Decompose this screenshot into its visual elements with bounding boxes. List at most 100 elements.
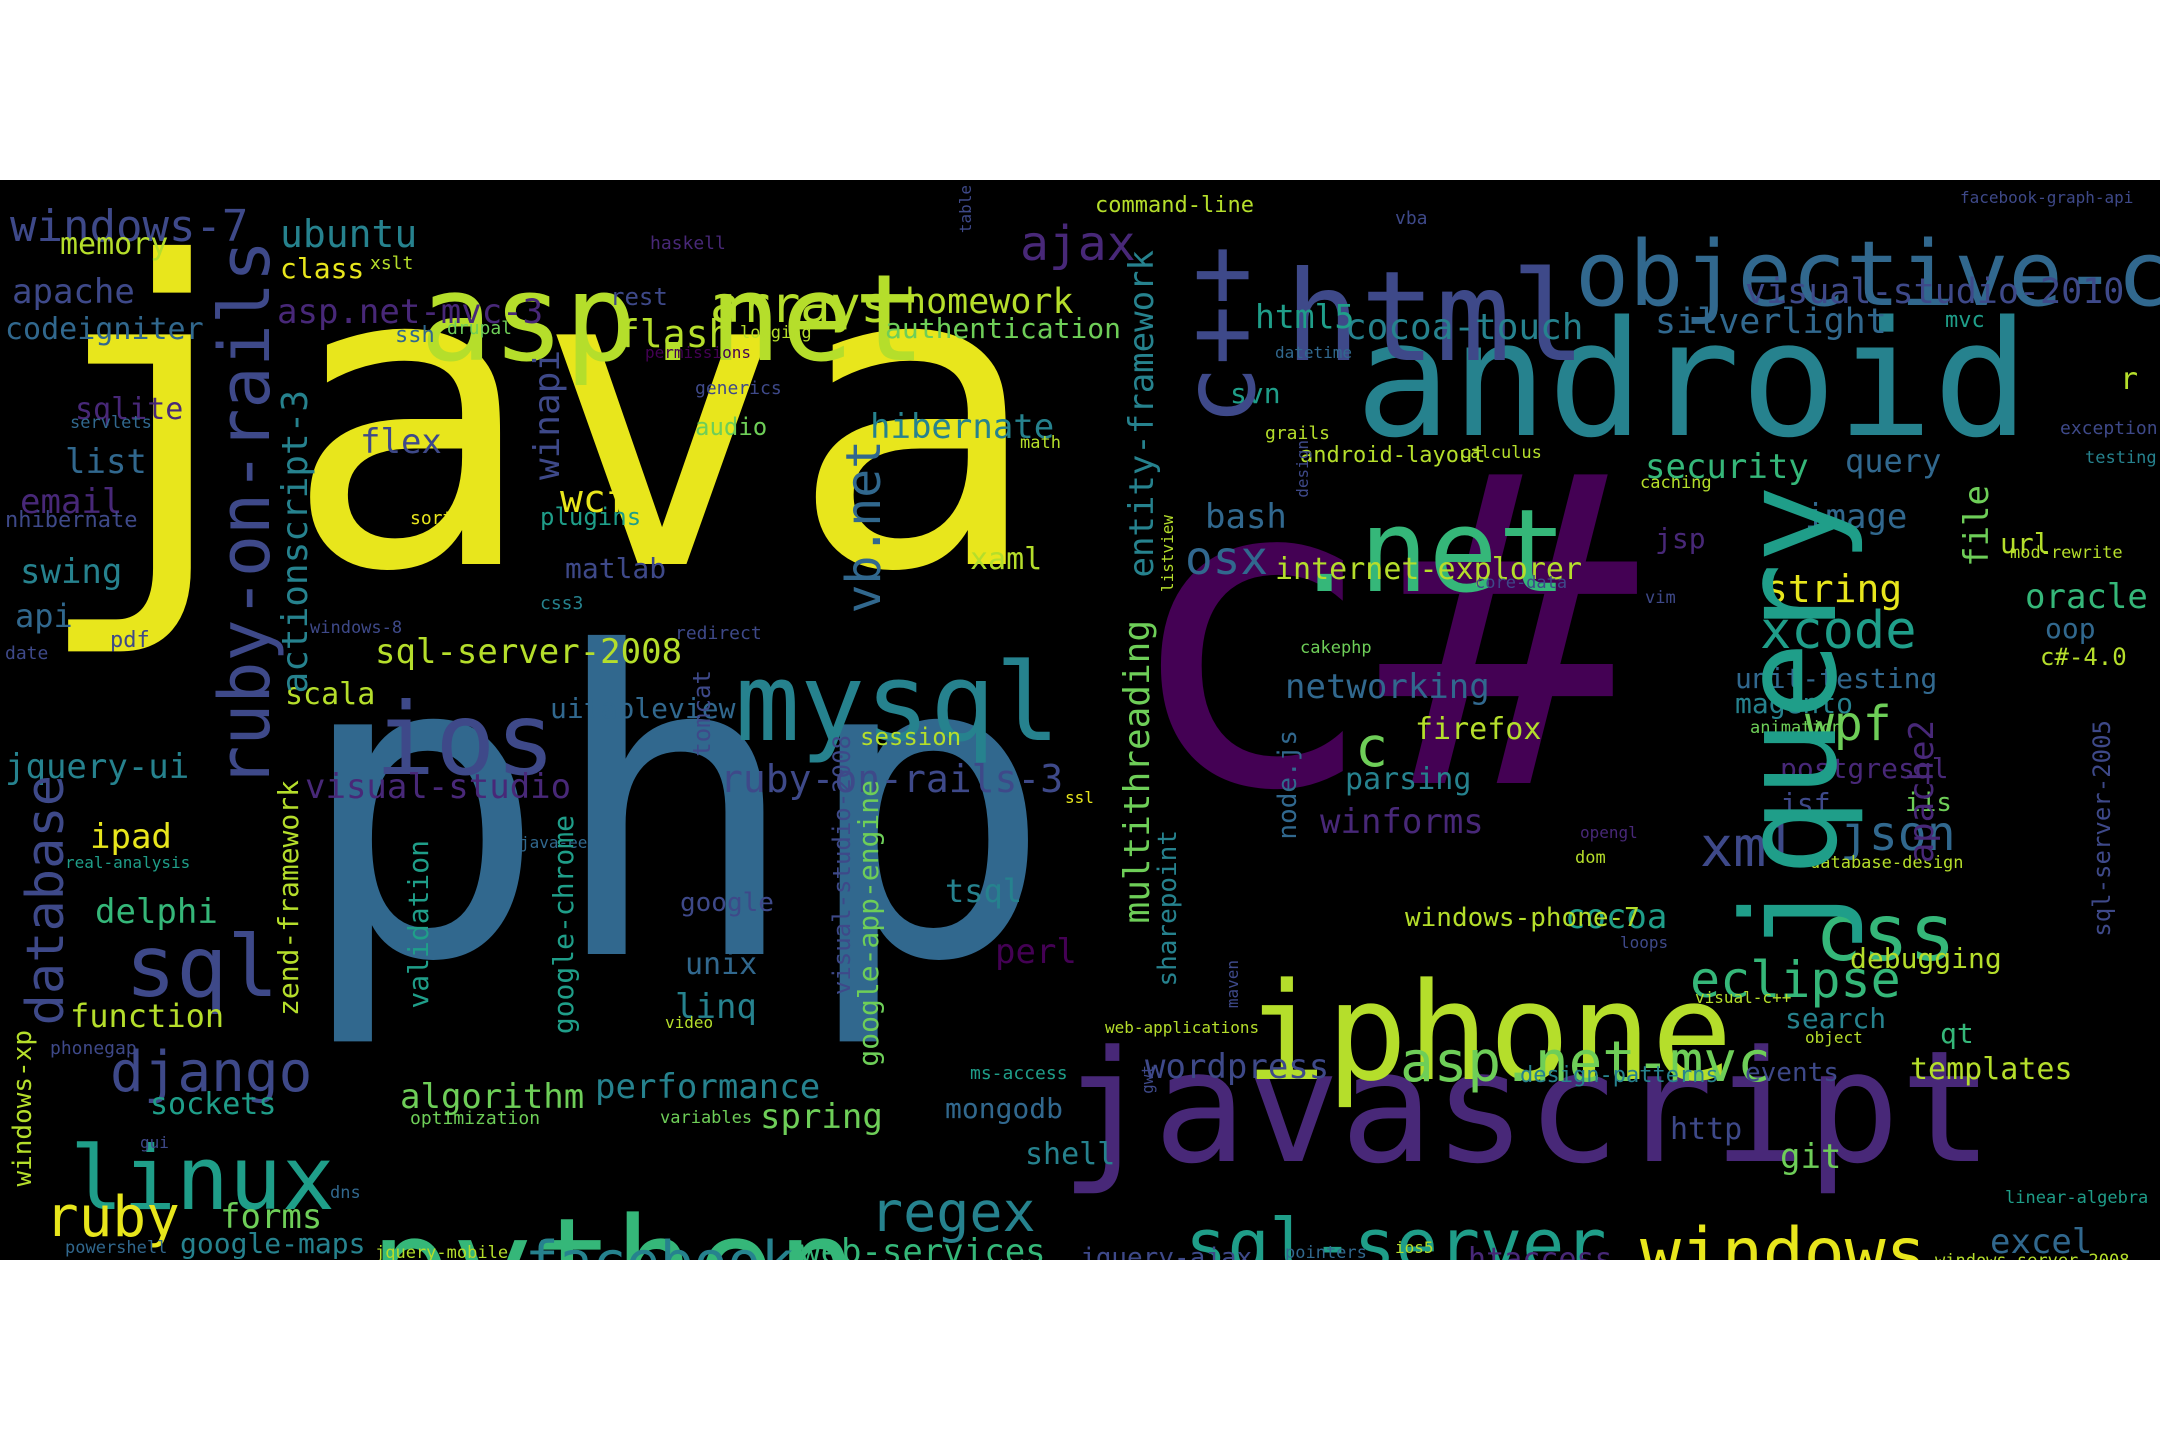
word-magento: magento (1735, 687, 1854, 720)
word-validation: validation (402, 840, 435, 1009)
word-web-applications: web-applications (1105, 1018, 1260, 1037)
word-unix: unix (685, 947, 758, 982)
word-ios: ios (375, 681, 556, 798)
word-sorting: sorting (410, 508, 486, 529)
word-windows-server-2008: windows-server-2008 (1935, 1253, 2129, 1261)
word-api: api (15, 597, 73, 635)
word-html5: html5 (1255, 297, 1355, 336)
word-function: function (70, 997, 225, 1035)
word-sockets: sockets (150, 1087, 277, 1122)
word-variables: variables (660, 1108, 753, 1128)
word-tsql: tsql (945, 872, 1023, 910)
word-servlets: servlets (70, 413, 152, 433)
word-generics: generics (695, 378, 782, 399)
word-oracle: oracle (2025, 577, 2148, 617)
word-parsing: parsing (1345, 762, 1472, 797)
word-c: c (1355, 715, 1389, 779)
word-testing: testing (2085, 448, 2157, 468)
word-google-maps: google-maps (180, 1227, 366, 1260)
word-dom: dom (1575, 848, 1606, 868)
word-entity-framework: entity-framework (1122, 250, 1162, 578)
word-events: events (1745, 1058, 1839, 1088)
word-iis: iis (1905, 788, 1952, 818)
word-vba: vba (1395, 208, 1428, 229)
word-redirect: redirect (675, 623, 762, 644)
word-phonegap: phonegap (50, 1038, 137, 1059)
word-url: url (2000, 527, 2051, 560)
word-android-layout: android-layout (1300, 443, 1486, 468)
word-facebook-graph-api: facebook-graph-api (1960, 188, 2134, 207)
word-python: python (370, 1200, 858, 1260)
word-command-line: command-line (1095, 193, 1254, 218)
word-ruby-on-rails: ruby-on-rails (204, 240, 286, 788)
word-sql: sql (125, 918, 279, 1017)
word-algorithm: algorithm (400, 1077, 585, 1117)
word-google-app-engine: google-app-engine (852, 780, 885, 1067)
word-math: math (1020, 433, 1061, 453)
word-grails: grails (1265, 423, 1331, 444)
word-email: email (20, 482, 123, 522)
word-web-services: web-services (800, 1232, 1046, 1260)
word-cocoa: cocoa (1565, 897, 1668, 937)
word-tomcat: tomcat (688, 670, 716, 757)
word-flex: flex (360, 422, 442, 462)
word-java: java (30, 180, 1042, 664)
word-jquery-ajax: jquery-ajax (1080, 1243, 1253, 1260)
word-calculus: calculus (1460, 443, 1542, 463)
word-xslt: xslt (370, 253, 414, 274)
word-jquery-ui: jquery-ui (5, 747, 190, 787)
word-datetime: datetime (1275, 343, 1353, 362)
word-dns: dns (330, 1183, 361, 1203)
word-search: search (1785, 1002, 1887, 1035)
word-database: database (16, 775, 76, 1026)
word-networking: networking (1285, 667, 1490, 707)
word-hibernate: hibernate (870, 407, 1055, 447)
word-google: google (680, 888, 774, 918)
word-bash: bash (1205, 497, 1287, 537)
word-wpf: wpf (1805, 696, 1892, 752)
word-html: html (1285, 245, 1587, 390)
word-php: php (295, 565, 1054, 1054)
word-qt: qt (1940, 1017, 1974, 1050)
word-jquery: jquery (1714, 485, 1866, 955)
word-caching: caching (1640, 473, 1712, 493)
word-windows-8: windows-8 (310, 618, 403, 638)
word-node-js: node.js (1273, 730, 1303, 840)
word-sql-server-2005: sql-server-2005 (2088, 720, 2116, 937)
word-iphone: iphone (1245, 954, 1733, 1111)
word-asp-net: asp.net (420, 250, 926, 389)
word-debugging: debugging (1850, 942, 2002, 975)
word-flash: flash (617, 312, 732, 356)
word-excel: excel (1990, 1222, 2093, 1260)
word-list: list (65, 442, 147, 482)
word-visual-c: visual-c++ (1695, 988, 1792, 1007)
word-http: http (1670, 1112, 1743, 1147)
word-visual-studio-2010: visual-studio-2010 (1745, 272, 2125, 312)
word-spring: spring (760, 1097, 883, 1137)
word-c-4-0: c#-4.0 (2040, 643, 2127, 671)
word-pointers: pointers (1285, 1243, 1367, 1261)
word-mvc: mvc (1945, 308, 1985, 333)
word-multithreading: multithreading (1117, 620, 1158, 924)
word-loops: loops (1620, 933, 1669, 952)
word-mongodb: mongodb (945, 1092, 1064, 1125)
word-sql-server: sql-server (1185, 1204, 1607, 1260)
word-linux: linux (70, 1127, 335, 1230)
word-c: c++ (1161, 245, 1278, 426)
word-plugins: plugins (540, 503, 642, 531)
word-shell: shell (1025, 1137, 1116, 1172)
word-javascript: javascript (1060, 1017, 1994, 1198)
word-osx: osx (1185, 531, 1269, 585)
word-table: table (956, 185, 975, 234)
word-opengl: opengl (1580, 823, 1638, 842)
word-design: design (1293, 440, 1312, 498)
word-windows-7: windows-7 (10, 201, 249, 252)
word-silverlight: silverlight (1655, 302, 1887, 342)
word-jsp: jsp (1655, 522, 1706, 555)
word-svn: svn (1230, 377, 1281, 410)
word-vim: vim (1645, 588, 1676, 608)
word-gui: gui (140, 1133, 169, 1152)
word-winforms: winforms (1320, 802, 1484, 842)
word-linq: linq (675, 987, 757, 1027)
word-visual-studio-2008: visual-studio-2008 (828, 735, 856, 996)
